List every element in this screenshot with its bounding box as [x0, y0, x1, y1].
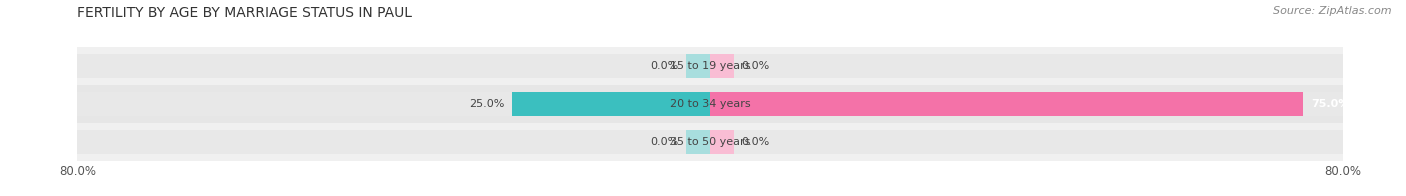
- Bar: [77, 92, 710, 116]
- Text: 75.0%: 75.0%: [1312, 99, 1350, 109]
- Bar: [710, 54, 734, 78]
- Text: 20 to 34 years: 20 to 34 years: [669, 99, 751, 109]
- Text: 0.0%: 0.0%: [742, 61, 770, 71]
- Bar: [686, 130, 710, 153]
- Bar: [77, 123, 1343, 161]
- Text: 25.0%: 25.0%: [470, 99, 505, 109]
- Text: 0.0%: 0.0%: [650, 137, 679, 147]
- Bar: [77, 85, 1343, 123]
- Bar: [77, 47, 1343, 85]
- Bar: [77, 54, 710, 78]
- Bar: [710, 92, 1303, 116]
- Text: 35 to 50 years: 35 to 50 years: [669, 137, 751, 147]
- Text: 0.0%: 0.0%: [650, 61, 679, 71]
- Text: FERTILITY BY AGE BY MARRIAGE STATUS IN PAUL: FERTILITY BY AGE BY MARRIAGE STATUS IN P…: [77, 6, 412, 20]
- Bar: [686, 54, 710, 78]
- Bar: [710, 92, 1343, 116]
- Text: 0.0%: 0.0%: [742, 137, 770, 147]
- Bar: [710, 130, 734, 153]
- Text: Source: ZipAtlas.com: Source: ZipAtlas.com: [1274, 6, 1392, 16]
- Text: 15 to 19 years: 15 to 19 years: [669, 61, 751, 71]
- Bar: [710, 130, 1343, 153]
- Bar: [710, 54, 1343, 78]
- Bar: [512, 92, 710, 116]
- Bar: [77, 130, 710, 153]
